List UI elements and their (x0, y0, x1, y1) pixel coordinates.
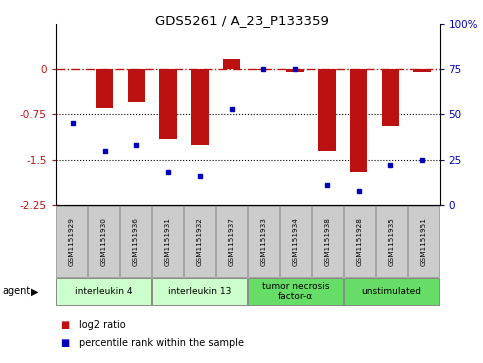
Bar (159, 69, 177, 139)
Text: interleukin 4: interleukin 4 (75, 287, 132, 296)
Text: percentile rank within the sample: percentile rank within the sample (79, 338, 244, 348)
Text: GSM1151934: GSM1151934 (293, 217, 298, 266)
Bar (128, 69, 145, 102)
Bar (286, 69, 304, 72)
Bar (191, 69, 209, 144)
Text: ■: ■ (60, 320, 70, 330)
Text: ▶: ▶ (31, 286, 39, 296)
Text: tumor necrosis
factor-α: tumor necrosis factor-α (262, 282, 329, 301)
Bar (382, 69, 399, 126)
Text: GSM1151932: GSM1151932 (197, 217, 202, 266)
Text: GSM1151937: GSM1151937 (228, 217, 235, 266)
Text: GSM1151933: GSM1151933 (260, 217, 267, 266)
Bar (350, 69, 368, 172)
Text: GSM1151928: GSM1151928 (356, 217, 363, 266)
Text: unstimulated: unstimulated (362, 287, 422, 296)
Bar (96, 69, 114, 108)
Text: GSM1151935: GSM1151935 (388, 217, 395, 266)
Bar (413, 69, 431, 72)
Text: log2 ratio: log2 ratio (79, 320, 126, 330)
Text: GSM1151951: GSM1151951 (421, 217, 426, 266)
Text: ■: ■ (60, 338, 70, 348)
Text: GSM1151929: GSM1151929 (69, 217, 74, 266)
Bar (318, 69, 336, 151)
Bar (255, 69, 272, 70)
Text: GSM1151930: GSM1151930 (100, 217, 107, 266)
Text: GSM1151931: GSM1151931 (165, 217, 170, 266)
Text: agent: agent (2, 286, 30, 296)
Bar (223, 59, 241, 69)
Text: interleukin 13: interleukin 13 (168, 287, 231, 296)
Text: GDS5261 / A_23_P133359: GDS5261 / A_23_P133359 (155, 14, 328, 27)
Text: GSM1151936: GSM1151936 (132, 217, 139, 266)
Text: GSM1151938: GSM1151938 (325, 217, 330, 266)
